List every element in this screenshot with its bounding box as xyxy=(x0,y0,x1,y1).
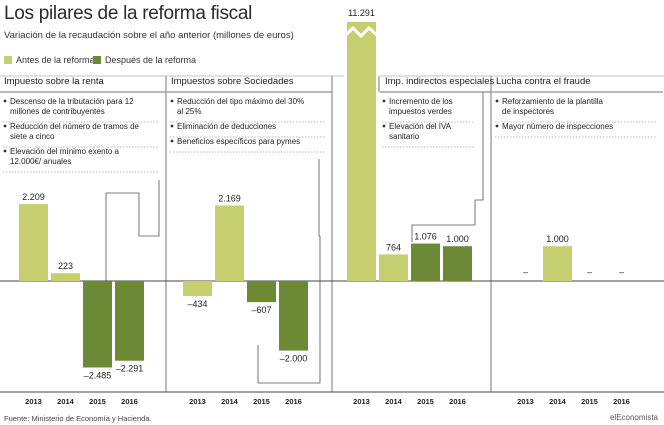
bullet-dot xyxy=(3,149,7,153)
brand-logo-text: elEconomista xyxy=(609,413,658,422)
x-tick-label: 2015 xyxy=(253,397,270,406)
bar-value-label: 223 xyxy=(58,261,73,271)
bar-value-label: 2.169 xyxy=(218,194,241,204)
bar-imp.-2015 xyxy=(411,243,440,281)
panel-title: Lucha contra el fraude xyxy=(496,76,591,87)
x-tick-label: 2014 xyxy=(385,397,403,406)
x-tick-label: 2016 xyxy=(613,397,630,406)
x-tick-label: 2016 xyxy=(285,397,302,406)
x-tick-label: 2015 xyxy=(89,397,106,406)
bullet-text: Descenso de la tributación para 12 millon… xyxy=(10,97,134,116)
x-tick-label: 2014 xyxy=(549,397,567,406)
bar-impuestos-2014 xyxy=(215,205,244,281)
bar-impuesto-2014 xyxy=(51,273,80,281)
bar-value-label: 1.076 xyxy=(414,232,437,242)
bar-imp.-2016 xyxy=(443,246,472,281)
bullet-dot xyxy=(170,124,174,128)
bar-value-label: –2.000 xyxy=(280,354,308,364)
legend-label-after: Después de la reforma xyxy=(105,55,197,65)
bullet-text: Beneficios específicos para pymes xyxy=(177,137,300,146)
bar-value-label: – xyxy=(587,267,592,277)
bullet-text: Elevación del mínimo exento a 12.000€/ an… xyxy=(10,147,120,166)
bar-value-label: –2.291 xyxy=(116,364,144,374)
bar-imp.-2014 xyxy=(379,254,408,281)
bar-impuesto-2016 xyxy=(115,281,144,361)
x-tick-label: 2016 xyxy=(449,397,466,406)
panel-title: Impuestos sobre Sociedades xyxy=(171,76,294,87)
bar-impuestos-2015 xyxy=(247,281,276,303)
bar-lucha-2014 xyxy=(543,246,572,281)
bullet-text: Reducción del tipo máximo del 30% al 25% xyxy=(177,97,304,116)
bullet-text: Reforzamiento de la plantilla de inspecto… xyxy=(502,97,603,116)
bar-value-label: –607 xyxy=(251,305,271,315)
x-tick-label: 2015 xyxy=(581,397,598,406)
bullet-dot xyxy=(495,99,499,103)
bullet-dot xyxy=(3,124,7,128)
chart-subtitle: Variación de la recaudación sobre el año… xyxy=(4,30,294,41)
legend-item-before: Antes de la reforma xyxy=(4,55,95,65)
bullet-dot xyxy=(495,124,499,128)
panel-title: Imp. indirectos especiales xyxy=(385,76,495,87)
bullet-text: Incremento de los impuestos verdes xyxy=(389,97,453,116)
bar-value-label: 764 xyxy=(386,242,401,252)
bar-value-label: 1.000 xyxy=(546,234,569,244)
bar-value-label: –434 xyxy=(187,299,207,309)
bar-value-label: 2.209 xyxy=(22,192,45,202)
bullet-dot xyxy=(382,99,386,103)
bar-value-label: 1.000 xyxy=(446,234,469,244)
bar-value-label: – xyxy=(619,267,624,277)
x-tick-label: 2016 xyxy=(121,397,138,406)
legend-swatch-before xyxy=(4,56,12,64)
x-tick-label: 2013 xyxy=(189,397,206,406)
bar-impuesto-2015 xyxy=(83,281,112,368)
x-tick-label: 2014 xyxy=(221,397,239,406)
bar-break-mark xyxy=(343,25,379,39)
bullet-dot xyxy=(382,124,386,128)
bullet-text: Eliminación de deducciones xyxy=(177,122,276,131)
legend-label-before: Antes de la reforma xyxy=(16,55,95,65)
bullet-dot xyxy=(3,99,7,103)
bullet-dot xyxy=(170,139,174,143)
x-tick-label: 2013 xyxy=(25,397,42,406)
source-note: Fuente: Ministerio de Economía y Haciend… xyxy=(4,414,152,423)
panel-title: Impuesto sobre la renta xyxy=(4,76,105,87)
bullet-text: Elevación del IVA sanitario xyxy=(389,122,452,141)
bullet-text: Reducción del número de tramos de siete a… xyxy=(10,122,140,141)
connector-line-renta xyxy=(105,180,160,282)
legend-swatch-after xyxy=(93,56,101,64)
bar-value-label: – xyxy=(523,267,528,277)
bar-impuestos-2013 xyxy=(183,281,212,297)
x-tick-label: 2013 xyxy=(353,397,370,406)
legend-item-after: Después de la reforma xyxy=(93,55,196,65)
bar-impuestos-2016 xyxy=(279,281,308,351)
x-tick-label: 2013 xyxy=(517,397,534,406)
bar-imp.-2013 xyxy=(347,22,376,281)
bullet-dot xyxy=(170,99,174,103)
bar-value-label: –2.485 xyxy=(84,370,112,380)
x-tick-label: 2015 xyxy=(417,397,434,406)
bar-impuesto-2013 xyxy=(19,204,48,281)
chart-title: Los pilares de la reforma fiscal xyxy=(4,3,253,24)
connector-line-sociedades xyxy=(257,159,321,384)
x-tick-label: 2014 xyxy=(57,397,75,406)
bar-value-label: 11.291 xyxy=(348,8,375,18)
bullet-text: Mayor número de inspecciones xyxy=(502,122,613,131)
connector-line-indirectos xyxy=(411,92,484,242)
